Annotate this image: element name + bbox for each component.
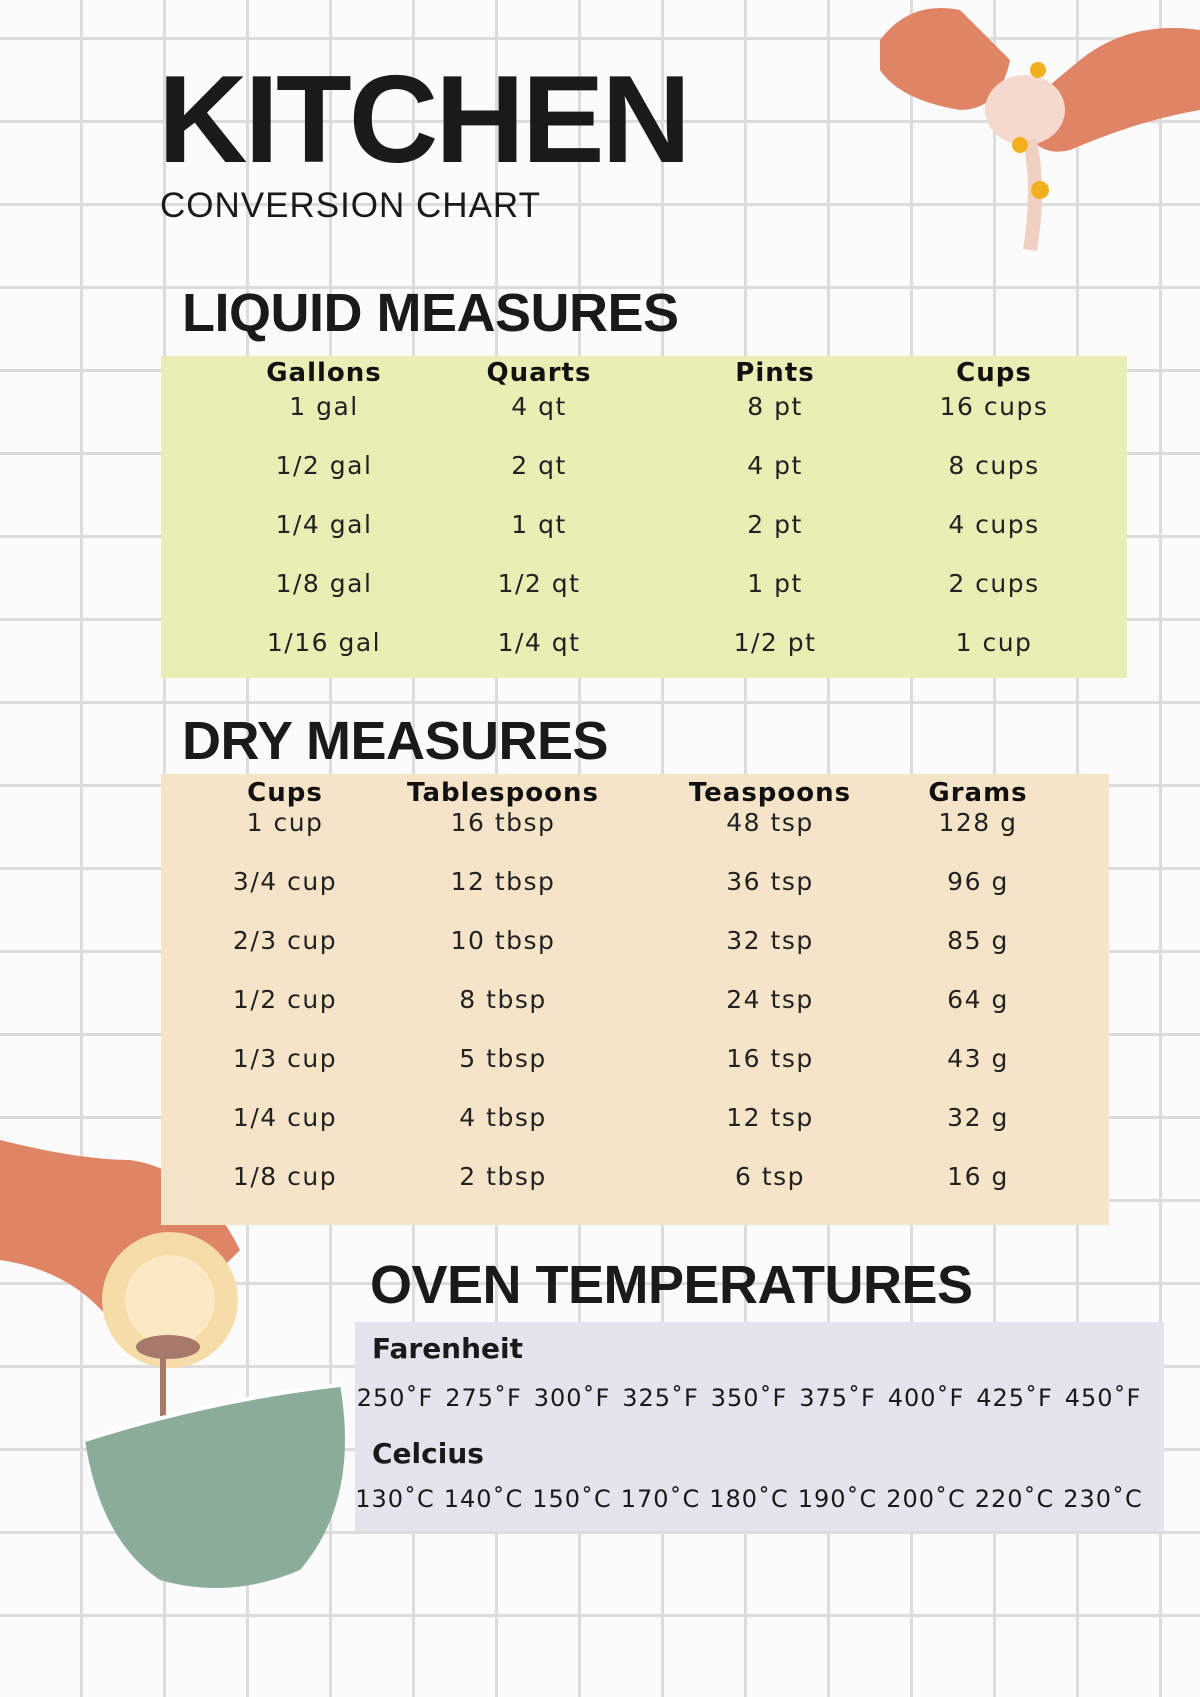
table-cell: 1 qt bbox=[511, 510, 567, 539]
fahrenheit-value: 375˚F bbox=[799, 1384, 876, 1412]
fahrenheit-value: 300˚F bbox=[533, 1384, 611, 1412]
table-cell: 4 tbsp bbox=[459, 1103, 547, 1132]
table-cell: 36 tsp bbox=[726, 867, 814, 896]
table-cell: 43 g bbox=[947, 1044, 1009, 1073]
page-title: KITCHEN bbox=[158, 51, 691, 189]
celsius-value: 200˚C bbox=[886, 1485, 966, 1513]
celsius-value: 130˚C bbox=[355, 1485, 435, 1513]
table-cell: 1/16 gal bbox=[266, 628, 382, 657]
table-cell: 96 g bbox=[947, 867, 1009, 896]
celsius-value: 170˚C bbox=[620, 1485, 701, 1513]
column-header: Cups bbox=[956, 358, 1032, 388]
table-cell: 1 cup bbox=[246, 808, 324, 837]
table-cell: 48 tsp bbox=[726, 808, 814, 837]
table-cell: 16 g bbox=[947, 1162, 1009, 1191]
fahrenheit-value: 425˚F bbox=[976, 1384, 1053, 1412]
celsius-value: 220˚C bbox=[974, 1485, 1055, 1513]
table-cell: 24 tsp bbox=[726, 985, 814, 1014]
table-cell: 2/3 cup bbox=[232, 926, 338, 955]
celsius-value: 140˚C bbox=[443, 1485, 524, 1513]
column-header: Teaspoons bbox=[688, 778, 852, 808]
column-header: Cups bbox=[247, 778, 323, 808]
dry-measures-table: Cups Tablespoons Teaspoons Grams 1 cup 16 tbs… bbox=[161, 774, 1109, 1225]
fahrenheit-value: 350˚F bbox=[710, 1384, 788, 1412]
table-cell: 1/2 pt bbox=[733, 628, 817, 657]
table-cell: 16 tbsp bbox=[450, 808, 556, 837]
table-cell: 1 cup bbox=[955, 628, 1033, 657]
fahrenheit-value: 325˚F bbox=[622, 1384, 699, 1412]
table-cell: 12 tsp bbox=[726, 1103, 814, 1132]
fahrenheit-value: 275˚F bbox=[445, 1384, 522, 1412]
table-cell: 1/4 gal bbox=[275, 510, 373, 539]
table-cell: 1/8 gal bbox=[275, 569, 373, 598]
dry-heading: DRY MEASURES bbox=[182, 711, 609, 771]
celsius-label: Celcius bbox=[372, 1437, 484, 1470]
table-cell: 2 pt bbox=[747, 510, 803, 539]
table-cell: 1/4 cup bbox=[232, 1103, 338, 1132]
table-cell: 32 tsp bbox=[726, 926, 814, 955]
oven-heading: OVEN TEMPERATURES bbox=[370, 1255, 973, 1315]
table-cell: 1 pt bbox=[747, 569, 803, 598]
celsius-value: 190˚C bbox=[797, 1485, 878, 1513]
table-cell: 32 g bbox=[947, 1103, 1009, 1132]
table-cell: 1/3 cup bbox=[232, 1044, 338, 1073]
table-cell: 1/8 cup bbox=[232, 1162, 338, 1191]
column-header: Pints bbox=[735, 358, 815, 388]
table-cell: 3/4 cup bbox=[232, 867, 338, 896]
fahrenheit-label: Farenheit bbox=[372, 1332, 524, 1365]
table-cell: 2 cups bbox=[948, 569, 1040, 598]
liquid-heading: LIQUID MEASURES bbox=[182, 283, 679, 343]
table-cell: 2 tbsp bbox=[459, 1162, 547, 1191]
table-cell: 1/2 gal bbox=[275, 451, 373, 480]
liquid-measures-table: Gallons Quarts Pints Cups 1 gal 4 qt 8 pt 16 cu… bbox=[161, 356, 1127, 678]
column-header: Grams bbox=[928, 778, 1028, 808]
table-cell: 2 qt bbox=[511, 451, 567, 480]
table-cell: 16 cups bbox=[939, 392, 1049, 421]
table-cell: 1/2 qt bbox=[497, 569, 581, 598]
table-cell: 10 tbsp bbox=[450, 926, 556, 955]
column-header: Tablespoons bbox=[407, 778, 599, 808]
table-cell: 1 gal bbox=[289, 392, 359, 421]
fahrenheit-value: 450˚F bbox=[1064, 1384, 1142, 1412]
table-cell: 1/2 cup bbox=[232, 985, 338, 1014]
column-header: Quarts bbox=[486, 358, 592, 388]
table-cell: 1/4 qt bbox=[497, 628, 581, 657]
fahrenheit-value: 400˚F bbox=[887, 1384, 965, 1412]
table-cell: 4 qt bbox=[511, 392, 567, 421]
oven-temperatures-table: Farenheit Celcius 250˚F 275˚F 300˚F 325˚F 35… bbox=[355, 1322, 1164, 1531]
table-cell: 64 g bbox=[947, 985, 1009, 1014]
table-cell: 128 g bbox=[938, 808, 1018, 837]
table-cell: 8 tbsp bbox=[459, 985, 547, 1014]
table-cell: 5 tbsp bbox=[459, 1044, 547, 1073]
fahrenheit-value: 250˚F bbox=[356, 1384, 434, 1412]
page-subtitle: CONVERSION CHART bbox=[160, 186, 541, 225]
table-cell: 8 pt bbox=[747, 392, 803, 421]
column-header: Gallons bbox=[266, 358, 382, 388]
table-cell: 8 cups bbox=[948, 451, 1040, 480]
celsius-value: 230˚C bbox=[1063, 1485, 1143, 1513]
celsius-value: 180˚C bbox=[709, 1485, 789, 1513]
table-cell: 85 g bbox=[947, 926, 1009, 955]
table-cell: 16 tsp bbox=[726, 1044, 814, 1073]
table-cell: 4 pt bbox=[747, 451, 803, 480]
table-cell: 12 tbsp bbox=[450, 867, 556, 896]
celsius-value: 150˚C bbox=[532, 1485, 612, 1513]
table-cell: 4 cups bbox=[948, 510, 1040, 539]
table-cell: 6 tsp bbox=[734, 1162, 806, 1191]
hands-cracking-egg-icon bbox=[880, 8, 1200, 252]
